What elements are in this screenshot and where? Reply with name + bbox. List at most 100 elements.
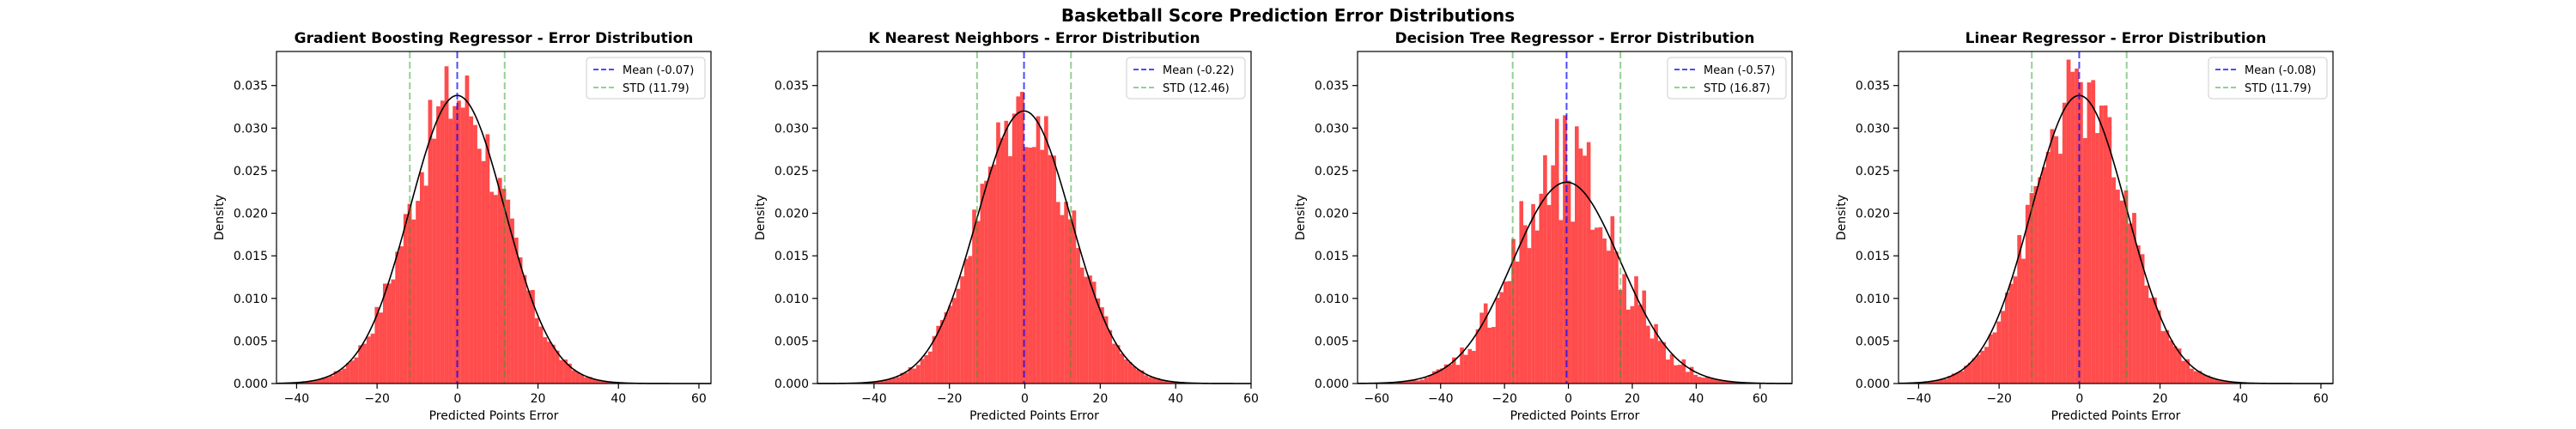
- histogram-bar: [448, 118, 453, 384]
- plot-frame: [817, 51, 1252, 384]
- histogram-bar: [2172, 346, 2178, 384]
- histogram-bar: [395, 251, 400, 384]
- histogram-bar: [432, 138, 437, 384]
- y-tick-label: 0.025: [234, 165, 268, 178]
- y-tick-label: 0.005: [1856, 335, 1890, 348]
- histogram-bar: [1451, 357, 1456, 384]
- histogram-bar: [892, 378, 896, 384]
- histogram-bar: [1416, 380, 1421, 384]
- histogram-bar: [465, 76, 470, 384]
- histogram-bar: [1693, 374, 1698, 384]
- x-tick-label: −20: [364, 392, 390, 406]
- histogram-bar: [1976, 354, 1981, 384]
- histogram-bar: [596, 379, 601, 384]
- chart-title: Gradient Boosting Regressor - Error Dist…: [295, 30, 694, 47]
- x-tick-label: 60: [2313, 392, 2329, 406]
- histogram-bar: [1151, 378, 1157, 384]
- histogram-bar: [2017, 234, 2022, 384]
- histogram-bar: [403, 214, 408, 384]
- histogram-bar: [1646, 325, 1650, 384]
- chart-title: Decision Tree Regressor - Error Distribu…: [1395, 30, 1755, 47]
- histogram-bar: [1721, 380, 1726, 384]
- histogram-bar: [1630, 305, 1635, 384]
- chart-panel-4: −40 −20 0 20 40 60 0.000 0.005 0.010 0.015 0.020 0.…: [1835, 30, 2334, 423]
- histogram-bar: [1436, 369, 1441, 384]
- histogram-bar: [936, 325, 940, 384]
- histogram-bar: [876, 381, 881, 384]
- histogram-bar: [2123, 190, 2129, 384]
- histogram-bar: [506, 199, 511, 384]
- histogram-bar: [1012, 113, 1017, 384]
- histogram-bar: [2008, 283, 2014, 384]
- histogram-bar: [944, 311, 949, 384]
- y-tick-label: 0.035: [775, 80, 809, 94]
- histogram-bar: [510, 218, 514, 384]
- histogram-bar: [423, 185, 428, 384]
- histogram-bar: [2021, 258, 2026, 384]
- histogram-bar: [963, 258, 969, 384]
- y-tick-label: 0.025: [1856, 165, 1890, 178]
- y-tick-label: 0.015: [775, 250, 809, 263]
- histogram-bar: [605, 381, 609, 384]
- histogram-bar: [1681, 359, 1686, 384]
- histogram-bar: [1527, 248, 1532, 384]
- histogram-bar: [1566, 180, 1571, 384]
- histogram-bar: [2001, 311, 2005, 384]
- x-tick-label: 40: [611, 392, 626, 406]
- histogram-bar: [1072, 210, 1077, 384]
- legend-std-label: STD (16.87): [1704, 82, 1771, 95]
- y-tick-label: 0.010: [775, 293, 809, 306]
- histogram-bar: [2107, 117, 2112, 384]
- histogram-bar: [2181, 360, 2186, 384]
- histogram-bar: [370, 333, 375, 384]
- histogram-bar: [1443, 364, 1449, 384]
- histogram-bar: [571, 370, 576, 384]
- histogram-bar: [497, 178, 502, 384]
- chart-panel-3: −60 −40 −20 0 20 40 60 0.000 0.005 0.010 0.015 0.02…: [1294, 30, 1793, 423]
- x-tick-label: 60: [1753, 392, 1768, 406]
- histogram-bar: [1622, 274, 1626, 384]
- histogram-bar: [2025, 204, 2030, 384]
- histogram-bar: [477, 148, 482, 384]
- histogram-bar: [358, 345, 363, 384]
- histogram-bar: [1625, 309, 1631, 384]
- y-tick-label: 0.035: [234, 80, 268, 94]
- histogram-bar: [481, 160, 486, 384]
- histogram-bar: [411, 219, 416, 384]
- legend-mean-label: Mean (-0.22): [1163, 64, 1234, 77]
- y-tick-label: 0.010: [1856, 293, 1890, 306]
- histogram-bar: [1666, 360, 1670, 384]
- plot-frame: [1357, 51, 1793, 384]
- histogram-bar: [1967, 362, 1972, 384]
- histogram-bar: [975, 221, 981, 384]
- histogram-bar: [1515, 261, 1520, 384]
- histogram-bar: [1171, 382, 1176, 384]
- x-tick-label: 40: [2233, 392, 2248, 406]
- histogram-bar: [2119, 200, 2124, 384]
- histogram-bar: [2050, 129, 2055, 384]
- histogram-bar: [342, 368, 346, 384]
- y-tick-label: 0.030: [775, 122, 809, 136]
- histogram-bar: [1534, 230, 1540, 384]
- histogram-bar: [1076, 248, 1080, 384]
- histogram-bar: [1404, 380, 1409, 384]
- histogram-bar: [419, 172, 424, 384]
- histogram-bar: [349, 360, 355, 384]
- histogram-bar: [1539, 193, 1544, 384]
- histogram-bar: [1637, 305, 1643, 384]
- legend-box: [586, 57, 706, 100]
- histogram-bar: [1546, 204, 1552, 384]
- histogram-bar: [1717, 379, 1722, 384]
- plot-frame: [276, 51, 712, 384]
- histogram-bar: [1088, 275, 1092, 384]
- histogram-bar: [1108, 329, 1113, 384]
- histogram-bar: [1483, 303, 1488, 384]
- histogram-bar: [1132, 366, 1137, 384]
- y-tick-label: 0.000: [1856, 378, 1890, 391]
- histogram-bar: [2193, 371, 2198, 384]
- histogram-bar: [489, 191, 494, 384]
- chart-title: K Nearest Neighbors - Error Distribution: [868, 30, 1200, 47]
- y-tick-label: 0.030: [1856, 122, 1890, 136]
- histogram-bar: [1048, 154, 1053, 384]
- x-tick-label: 60: [691, 392, 707, 406]
